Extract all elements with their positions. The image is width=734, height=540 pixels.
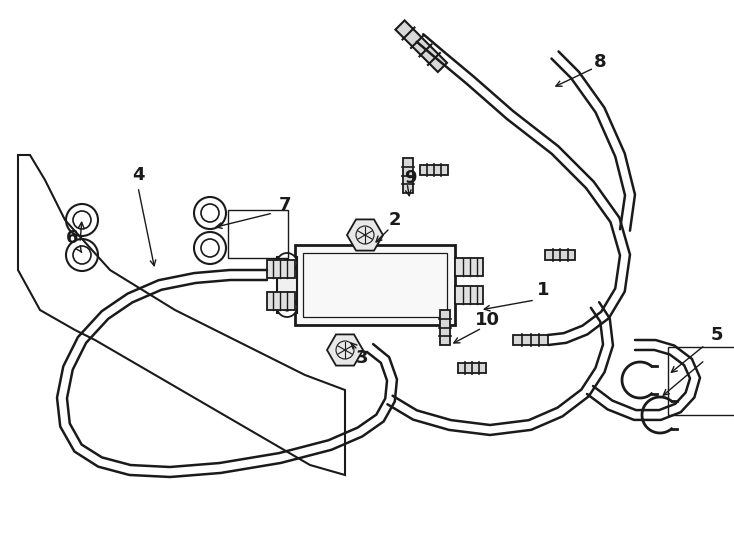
Text: 3: 3 [356,349,368,367]
Text: 10: 10 [474,311,500,329]
Text: 9: 9 [404,169,416,187]
Bar [455,259,483,276]
Bar [267,292,295,310]
Bar [303,253,447,317]
Text: 5: 5 [711,326,723,344]
Polygon shape [513,335,548,345]
Bar [455,286,483,303]
Polygon shape [420,165,448,175]
Bar [277,257,297,313]
Polygon shape [403,158,413,193]
Polygon shape [396,21,447,72]
Polygon shape [327,334,363,366]
Polygon shape [545,250,575,260]
Polygon shape [458,363,486,373]
Text: 7: 7 [279,196,291,214]
Bar [668,347,734,415]
Polygon shape [440,310,450,345]
Text: 8: 8 [594,53,606,71]
Circle shape [277,253,297,273]
Bar [295,245,455,325]
Bar [228,210,288,258]
Polygon shape [347,219,383,251]
Text: 4: 4 [131,166,145,184]
Text: 1: 1 [537,281,549,299]
Bar [267,260,295,278]
Text: 6: 6 [66,229,79,247]
Circle shape [277,297,297,317]
Text: 2: 2 [389,211,401,229]
